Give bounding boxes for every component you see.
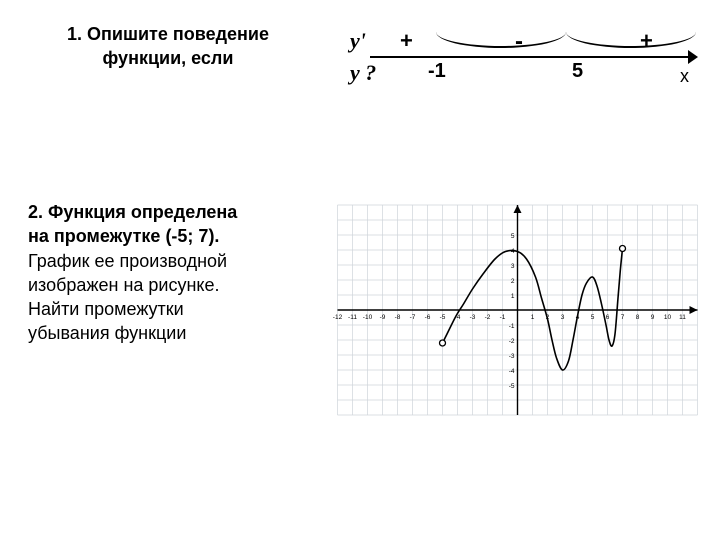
svg-text:-12: -12 — [333, 314, 343, 321]
sign-plus-left: + — [400, 28, 413, 54]
svg-text:-1: -1 — [500, 314, 506, 321]
svg-text:7: 7 — [621, 314, 625, 321]
svg-text:-5: -5 — [509, 383, 515, 390]
svg-text:5: 5 — [591, 314, 595, 321]
svg-text:-5: -5 — [440, 314, 446, 321]
p2-line3: График ее производной — [28, 251, 227, 271]
svg-text:5: 5 — [511, 233, 515, 240]
problem-1-line2: функции, если — [103, 48, 234, 68]
tick-5: 5 — [572, 60, 583, 83]
svg-text:-3: -3 — [509, 353, 515, 360]
p2-line4: изображен на рисунке. — [28, 275, 220, 295]
problem-1-line1: 1. Опишите поведение — [67, 24, 269, 44]
svg-text:3: 3 — [511, 263, 515, 270]
svg-text:4: 4 — [511, 248, 515, 255]
sign-line-diagram: y' + - + y ? -1 5 x — [350, 20, 700, 100]
sign-minus-center: - — [515, 28, 523, 56]
svg-text:1: 1 — [511, 293, 515, 300]
svg-text:-2: -2 — [485, 314, 491, 321]
number-line — [370, 56, 690, 58]
p2-line5: Найти промежутки — [28, 299, 184, 319]
svg-text:-9: -9 — [380, 314, 386, 321]
svg-text:-4: -4 — [509, 368, 515, 375]
svg-text:-7: -7 — [410, 314, 416, 321]
svg-text:-8: -8 — [395, 314, 401, 321]
svg-text:-1: -1 — [509, 323, 515, 330]
svg-text:-6: -6 — [425, 314, 431, 321]
x-axis-label: x — [680, 66, 689, 87]
slide-root: 1. Опишите поведение функции, если y' + … — [0, 0, 720, 540]
tick-minus-1: -1 — [428, 60, 446, 83]
svg-text:11: 11 — [679, 314, 686, 321]
arc-plus — [566, 32, 696, 48]
sign-plus-right: + — [640, 28, 653, 54]
y-prime-label: y' — [350, 28, 366, 54]
svg-text:1: 1 — [531, 314, 535, 321]
problem-2-text: 2. Функция определена на промежутке (-5;… — [28, 200, 318, 346]
svg-text:-10: -10 — [363, 314, 373, 321]
p2-line1: 2. Функция определена — [28, 202, 237, 222]
derivative-graph: -12-11-10-9-8-7-6-5-4-3-2-11234567891011… — [330, 185, 705, 435]
chart-svg: -12-11-10-9-8-7-6-5-4-3-2-11234567891011… — [330, 185, 705, 435]
svg-text:6: 6 — [606, 314, 610, 321]
p2-line6: убывания функции — [28, 323, 186, 343]
p2-interval: (-5; 7). — [165, 226, 219, 246]
svg-text:8: 8 — [636, 314, 640, 321]
svg-text:9: 9 — [651, 314, 655, 321]
svg-text:10: 10 — [664, 314, 672, 321]
problem-1-text: 1. Опишите поведение функции, если — [28, 22, 308, 71]
number-line-arrow-icon — [688, 50, 698, 64]
p2-line2-pre: на промежутке — [28, 226, 165, 246]
arc-minus — [436, 32, 566, 48]
svg-text:-2: -2 — [509, 338, 515, 345]
y-question-label: y ? — [350, 60, 376, 86]
svg-text:3: 3 — [561, 314, 565, 321]
svg-text:-3: -3 — [470, 314, 476, 321]
svg-text:-11: -11 — [348, 314, 357, 321]
svg-text:2: 2 — [511, 278, 515, 285]
